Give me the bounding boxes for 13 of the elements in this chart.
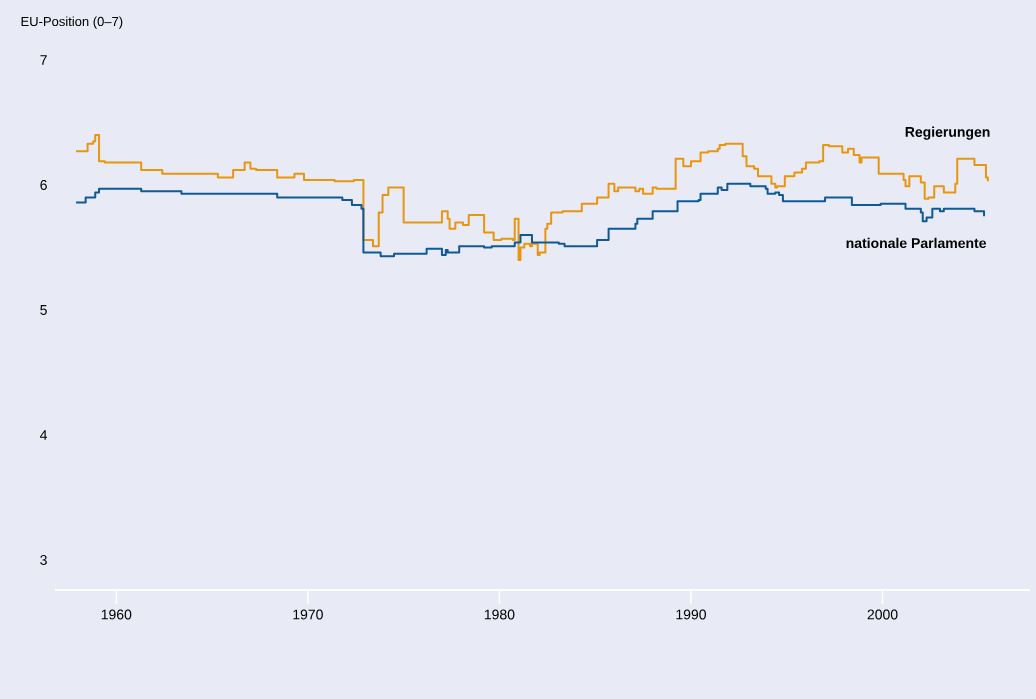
series-label: nationale Parlamente	[846, 237, 987, 249]
x-tick-label: 1970	[293, 609, 323, 620]
y-axis-title: EU-Position (0–7)	[21, 16, 123, 29]
x-tick-label: 1990	[676, 609, 706, 620]
x-tick-label: 1960	[101, 609, 132, 620]
y-tick-label: 3	[40, 555, 47, 565]
x-tick-label: 1980	[484, 609, 515, 620]
series-label: Regierungen	[905, 126, 990, 140]
y-tick-label: 7	[40, 55, 47, 65]
x-tick-label: 2000	[867, 609, 898, 620]
y-tick-label: 6	[40, 180, 47, 190]
y-tick-label: 4	[40, 430, 48, 440]
y-tick-label: 5	[40, 305, 47, 315]
